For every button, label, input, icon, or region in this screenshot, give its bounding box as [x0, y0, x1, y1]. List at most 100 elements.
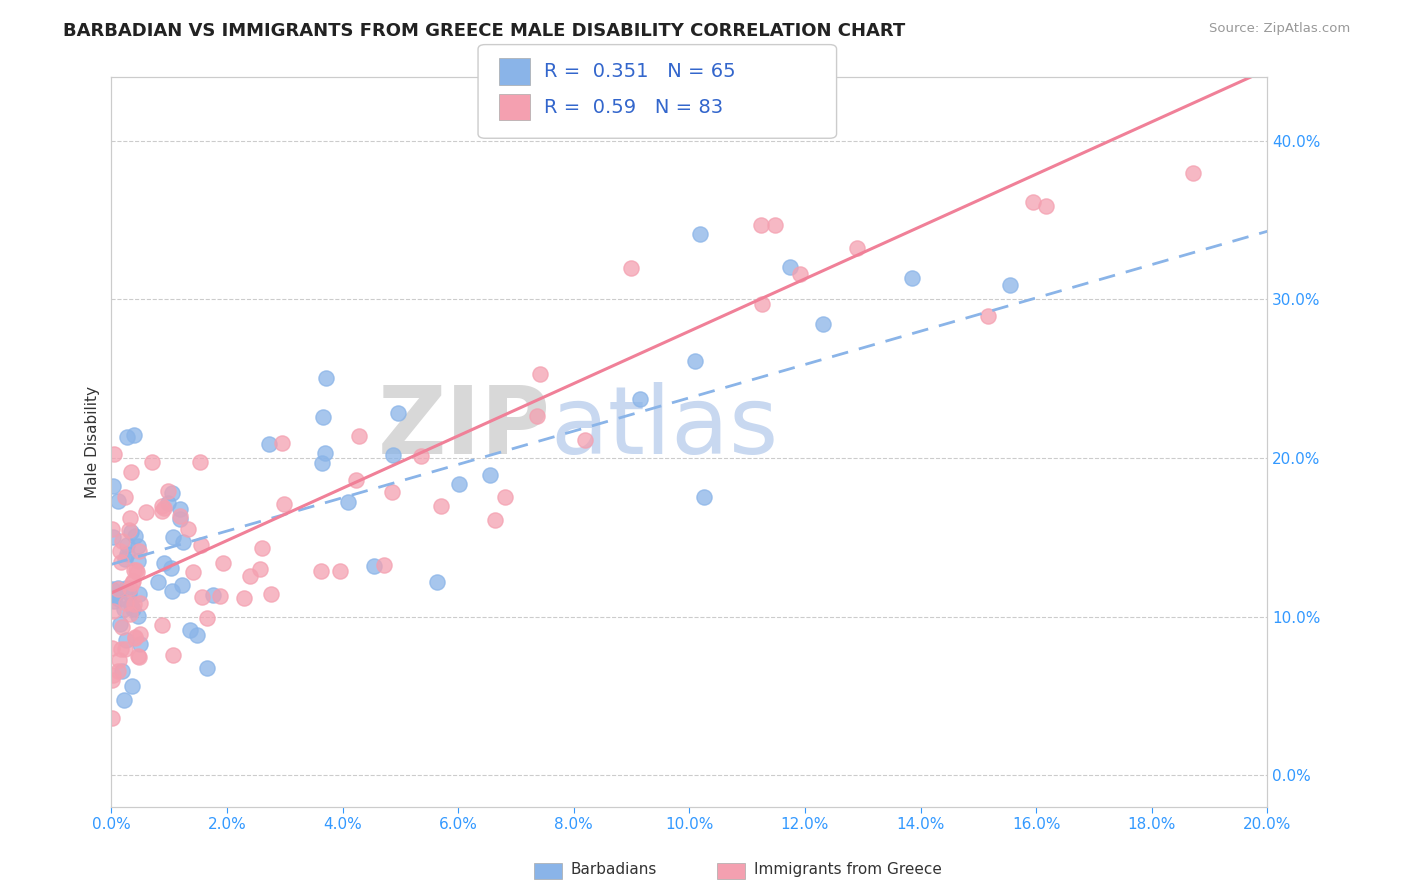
Point	[103, 530, 125, 544]
Point	[121, 679, 143, 693]
Point	[1035, 199, 1057, 213]
Point	[846, 241, 869, 255]
Point	[779, 260, 801, 274]
Point	[344, 473, 367, 487]
Point	[103, 604, 125, 618]
Point	[108, 616, 131, 631]
Point	[162, 485, 184, 500]
Point	[120, 524, 142, 539]
Point	[120, 465, 142, 479]
Point	[103, 594, 125, 608]
Point	[169, 512, 191, 526]
Point	[789, 268, 811, 282]
Point	[114, 693, 136, 707]
Point	[108, 591, 131, 606]
Point	[150, 618, 173, 632]
Point	[114, 641, 136, 656]
Point	[127, 539, 149, 553]
Point	[347, 429, 370, 443]
Point	[273, 497, 295, 511]
Point	[107, 664, 129, 678]
Point	[129, 627, 152, 641]
Point	[128, 596, 150, 610]
Point	[141, 455, 163, 469]
Point	[693, 490, 716, 504]
Point	[382, 448, 405, 462]
Point	[118, 581, 141, 595]
Point	[114, 552, 136, 566]
Point	[115, 538, 138, 552]
Point	[181, 565, 204, 579]
Point	[115, 596, 138, 610]
Point	[177, 522, 200, 536]
Point	[107, 493, 129, 508]
Point	[103, 446, 125, 460]
Point	[101, 522, 124, 536]
Point	[100, 641, 122, 656]
Point	[120, 598, 142, 612]
Point	[153, 556, 176, 570]
Point	[309, 565, 332, 579]
Point	[104, 589, 127, 603]
Point	[430, 500, 453, 514]
Point	[201, 589, 224, 603]
Point	[257, 436, 280, 450]
Point	[111, 620, 134, 634]
Point	[336, 494, 359, 508]
Point	[387, 406, 409, 420]
Point	[195, 660, 218, 674]
Point	[526, 409, 548, 423]
Point	[107, 581, 129, 595]
Point	[208, 589, 231, 603]
Point	[150, 504, 173, 518]
Text: Barbadians: Barbadians	[571, 863, 657, 877]
Point	[127, 553, 149, 567]
Point	[122, 602, 145, 616]
Point	[111, 664, 134, 678]
Text: Source: ZipAtlas.com: Source: ZipAtlas.com	[1209, 22, 1350, 36]
Point	[1022, 195, 1045, 210]
Point	[127, 608, 149, 623]
Point	[311, 456, 333, 470]
Point	[107, 582, 129, 596]
Point	[111, 534, 134, 549]
Point	[484, 513, 506, 527]
Point	[160, 583, 183, 598]
Text: Immigrants from Greece: Immigrants from Greece	[754, 863, 942, 877]
Text: atlas: atlas	[551, 382, 779, 474]
Point	[118, 511, 141, 525]
Point	[188, 455, 211, 469]
Point	[118, 586, 141, 600]
Point	[122, 597, 145, 611]
Point	[425, 574, 447, 589]
Point	[260, 587, 283, 601]
Point	[314, 446, 336, 460]
Point	[381, 484, 404, 499]
Point	[628, 392, 651, 406]
Point	[127, 649, 149, 664]
Point	[195, 611, 218, 625]
Point	[232, 591, 254, 606]
Point	[170, 578, 193, 592]
Point	[128, 637, 150, 651]
Point	[169, 502, 191, 516]
Point	[312, 410, 335, 425]
Point	[150, 499, 173, 513]
Point	[239, 569, 262, 583]
Point	[128, 587, 150, 601]
Point	[212, 556, 235, 570]
Point	[108, 544, 131, 558]
Point	[411, 449, 433, 463]
Point	[114, 490, 136, 504]
Point	[110, 555, 132, 569]
Point	[125, 565, 148, 579]
Point	[124, 529, 146, 543]
Point	[108, 653, 131, 667]
Point	[121, 575, 143, 590]
Point	[813, 318, 835, 332]
Point	[112, 601, 135, 615]
Text: R =  0.351   N = 65: R = 0.351 N = 65	[544, 62, 735, 81]
Point	[122, 428, 145, 442]
Point	[172, 535, 194, 549]
Point	[162, 530, 184, 544]
